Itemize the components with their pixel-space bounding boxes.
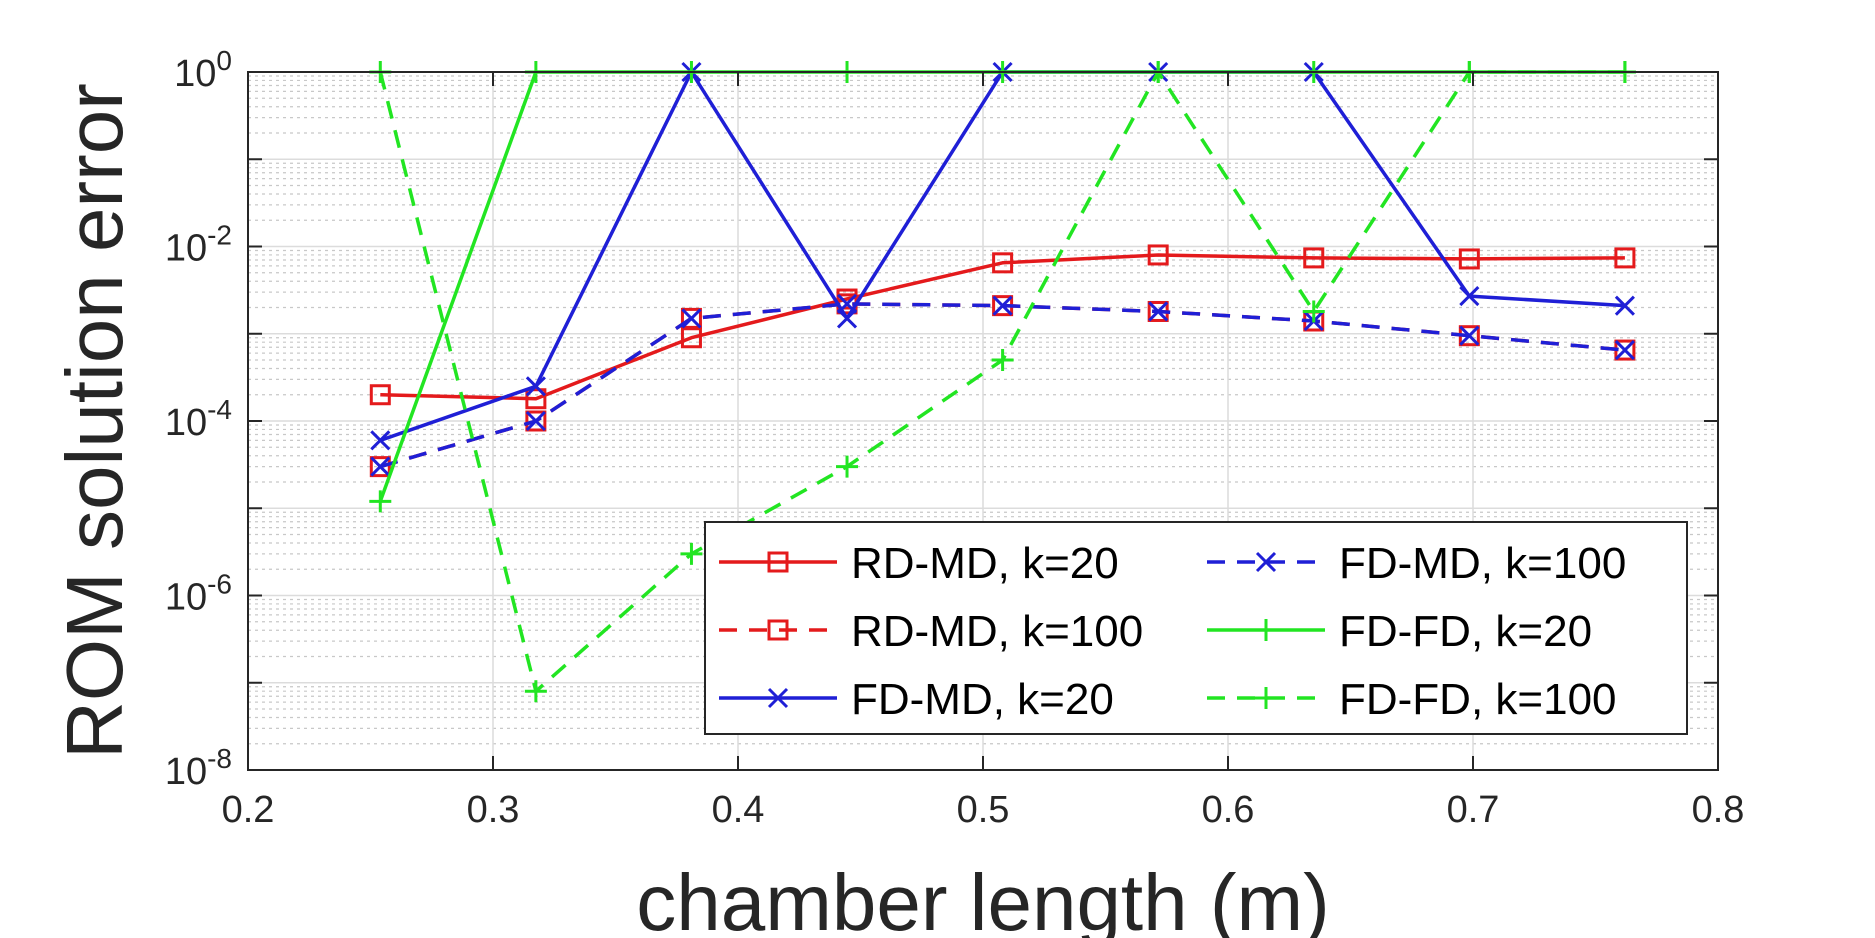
x-tick-label: 0.7	[1447, 789, 1500, 831]
data-point	[1459, 325, 1480, 346]
data-point	[1614, 247, 1636, 269]
legend-label: RD-MD, k=100	[851, 607, 1143, 656]
marker-stroke	[370, 456, 391, 477]
legend-marker	[1255, 619, 1277, 641]
data-point	[1148, 301, 1169, 322]
marker-stroke	[836, 308, 858, 329]
data-point	[525, 388, 547, 410]
y-tick-label: 10-6	[165, 569, 232, 619]
data-point	[369, 456, 391, 478]
marker-stroke	[992, 295, 1013, 316]
y-axis-title: ROM solution error	[50, 83, 139, 759]
legend-label: FD-FD, k=20	[1339, 607, 1592, 656]
data-point	[991, 349, 1014, 372]
marker-stroke	[370, 430, 391, 451]
legend-label: FD-MD, k=20	[851, 675, 1114, 724]
marker-stroke	[681, 308, 702, 329]
tick-labels: 0.2 0.3 0.4 0.5 0.6 0.7 0.8 100 10-2 10-4 10-6 10-8	[165, 45, 1745, 831]
data-point	[1458, 248, 1480, 270]
legend-item: RD-MD, k=100	[719, 607, 1143, 656]
data-point	[525, 410, 547, 432]
legend-label: FD-MD, k=100	[1339, 539, 1626, 588]
marker-stroke	[836, 293, 858, 314]
legend-marker	[767, 551, 789, 573]
y-tick-label: 10-4	[165, 394, 232, 444]
marker-stroke	[1459, 325, 1480, 346]
legend-box	[704, 521, 1688, 735]
data-point	[836, 308, 858, 329]
legend-item: FD-FD, k=20	[1207, 607, 1592, 656]
data-point	[836, 455, 859, 478]
y-tick-label: 100	[174, 45, 232, 95]
data-point	[680, 307, 702, 329]
axes	[247, 71, 1719, 771]
data-point	[525, 410, 546, 432]
data-point	[525, 376, 546, 397]
data-point	[1303, 247, 1325, 269]
marker-stroke	[1148, 301, 1169, 322]
data-point	[992, 295, 1013, 316]
marker-stroke	[767, 687, 789, 709]
x-tick-label: 0.6	[1202, 789, 1255, 831]
data-point	[681, 308, 702, 329]
y-tick-label: 10-8	[165, 743, 232, 793]
x-tick-label: 0.5	[957, 789, 1010, 831]
data-point	[1459, 286, 1480, 307]
legend-item: RD-MD, k=20	[719, 539, 1119, 588]
x-tick-label: 0.4	[712, 789, 765, 831]
x-tick-label: 0.3	[467, 789, 520, 831]
legend-marker	[1255, 687, 1277, 709]
x-axis-title: chamber length (m)	[636, 858, 1330, 938]
data-point	[1614, 295, 1635, 316]
legend-marker	[1255, 551, 1277, 573]
x-tick-label: 0.2	[222, 789, 275, 831]
data-point	[1147, 244, 1169, 266]
marker-stroke	[1614, 295, 1635, 316]
legend-item: FD-MD, k=20	[719, 675, 1114, 724]
data-point	[369, 384, 391, 406]
marker-stroke	[525, 410, 546, 432]
data-point	[992, 252, 1014, 274]
y-tick-label: 10-2	[165, 220, 232, 270]
legend-item: FD-MD, k=100	[1207, 539, 1626, 588]
data-point	[1302, 300, 1325, 323]
x-tick-label: 0.8	[1692, 789, 1745, 831]
data-point	[1614, 340, 1635, 361]
legend-label: FD-FD, k=100	[1339, 675, 1617, 724]
data-point	[836, 293, 858, 314]
marker-stroke	[1255, 551, 1277, 573]
data-point	[524, 680, 547, 703]
marker-stroke	[525, 376, 546, 397]
data-point	[369, 490, 392, 513]
data-point	[370, 430, 391, 451]
series-line	[380, 253, 1625, 401]
legend-item: FD-FD, k=100	[1207, 675, 1617, 724]
marker-stroke	[1614, 340, 1635, 361]
legend-label: RD-MD, k=20	[851, 539, 1119, 588]
data-point	[680, 542, 703, 565]
marker-stroke	[1459, 286, 1480, 307]
series-1	[369, 244, 1636, 410]
series-4	[370, 293, 1635, 477]
data-point	[370, 456, 391, 477]
legend-marker	[767, 687, 789, 709]
legend-marker	[767, 619, 789, 641]
legend: RD-MD, k=20 FD-MD, k=100 RD-MD, k=100 FD-FD…	[704, 521, 1688, 735]
